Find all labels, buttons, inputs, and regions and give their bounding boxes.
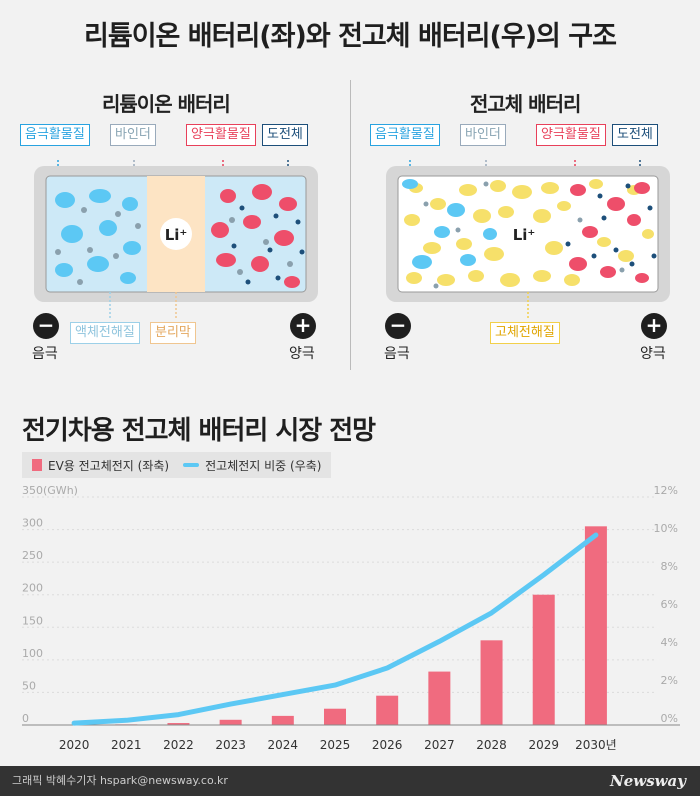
left-tag-separator: 분리막 <box>150 322 196 344</box>
legend-line-swatch <box>183 463 200 467</box>
chart-legend: EV용 전고체전지 (좌축) 전고체전지 비중 (우축) <box>22 452 332 478</box>
bar <box>584 526 607 725</box>
li-ion-label: Li⁺ <box>513 226 536 244</box>
left-tag-anode-material: 음극활물질 <box>20 124 90 146</box>
legend-line-label: 전고체전지 비중 (우축) <box>205 458 322 473</box>
conductor-dots <box>565 183 657 267</box>
negative-terminal-icon: − <box>33 313 59 339</box>
left-tag-binder: 바인더 <box>110 124 156 146</box>
positive-terminal-icon: + <box>290 313 316 339</box>
x-tick-label: 2020 <box>59 738 90 752</box>
binder-dots <box>55 207 293 285</box>
legend-bar-item: EV용 전고체전지 (좌축) <box>32 457 169 474</box>
main-title: 리튬이온 배터리(좌)와 전고체 배터리(우)의 구조 <box>84 21 617 52</box>
bar <box>376 695 399 725</box>
x-tick-label: 2028 <box>476 738 507 752</box>
left-tag-conductor: 도전체 <box>262 124 308 146</box>
cathode-particles <box>211 184 300 288</box>
y-right-tick-label: 0% <box>661 712 678 725</box>
negative-terminal-icon: − <box>385 313 411 339</box>
bar <box>324 708 346 725</box>
y-left-tick-label: 0 <box>22 712 29 725</box>
anode-particles <box>55 189 141 284</box>
legend-line-item: 전고체전지 비중 (우축) <box>183 457 321 474</box>
y-right-tick-label: 12% <box>654 485 678 497</box>
y-left-tick-label: 250 <box>22 549 43 562</box>
footer-credit: 그래픽 박혜수기자 hspark@newsway.co.kr <box>12 774 228 787</box>
x-tick-label: 2025 <box>320 738 351 752</box>
right-tag-anode-material: 음극활물질 <box>370 124 440 146</box>
left-tag-liquid-electrolyte: 액체전해질 <box>70 322 140 344</box>
x-tick-label: 2024 <box>268 738 299 752</box>
y-right-tick-label: 6% <box>661 598 678 611</box>
bar <box>480 640 503 725</box>
left-panel-title: 리튬이온 배터리 <box>102 92 231 116</box>
right-positive-label: 양극 <box>640 346 666 362</box>
legend-bar-swatch <box>32 459 42 471</box>
left-negative-label: 음극 <box>32 346 58 362</box>
right-tag-conductor: 도전체 <box>612 124 658 146</box>
chart-title: 전기차용 전고체 배터리 시장 전망 <box>22 416 376 446</box>
y-left-tick-label: 150 <box>22 614 43 627</box>
panel-divider <box>350 80 351 370</box>
bar <box>428 671 451 725</box>
y-left-tick-label: 100 <box>22 647 43 660</box>
y-left-tick-label: 350(GWh) <box>22 485 78 497</box>
right-panel-title: 전고체 배터리 <box>470 92 581 116</box>
y-right-tick-label: 2% <box>661 674 678 687</box>
bar <box>271 715 294 725</box>
x-tick-label: 2027 <box>424 738 455 752</box>
cathode-particles <box>569 182 650 283</box>
x-tick-label: 2022 <box>163 738 194 752</box>
left-battery-diagram: Li⁺ <box>34 160 318 318</box>
li-ion-circle <box>160 218 192 250</box>
left-positive-label: 양극 <box>289 346 315 362</box>
x-tick-label: 2026 <box>372 738 403 752</box>
positive-terminal-icon: + <box>641 313 667 339</box>
bar <box>167 723 190 725</box>
share-line <box>71 532 599 726</box>
market-chart: 0 50 100 150 200 250 300 350(GWh) 0% 2% 4% 6% 8% 10% 1… <box>22 485 680 752</box>
bar <box>219 719 242 725</box>
left-tag-cathode-material: 양극활물질 <box>186 124 256 146</box>
x-tick-label: 2030년 <box>575 738 617 752</box>
newsway-logo: Newsway <box>610 772 686 790</box>
y-left-tick-label: 300 <box>22 517 43 530</box>
x-tick-label: 2023 <box>215 738 246 752</box>
bar <box>532 594 555 725</box>
footer: 그래픽 박혜수기자 hspark@newsway.co.kr Newsway <box>0 766 700 796</box>
right-battery-diagram: Li⁺ <box>386 160 670 318</box>
right-tag-solid-electrolyte: 고체전해질 <box>490 322 560 344</box>
right-tag-binder: 바인더 <box>460 124 506 146</box>
anode-particles <box>402 179 497 269</box>
li-ion-label: Li⁺ <box>165 226 188 244</box>
y-right-tick-label: 8% <box>661 560 678 573</box>
y-left-tick-label: 50 <box>22 679 36 692</box>
y-left-tick-label: 200 <box>22 582 43 595</box>
x-tick-label: 2021 <box>111 738 142 752</box>
x-tick-label: 2029 <box>528 738 559 752</box>
y-right-tick-label: 10% <box>654 522 678 535</box>
binder-dots <box>423 181 625 289</box>
y-right-tick-label: 4% <box>661 636 678 649</box>
right-tag-cathode-material: 양극활물질 <box>536 124 606 146</box>
li-ion-circle <box>508 218 540 250</box>
right-negative-label: 음극 <box>384 346 410 362</box>
conductor-dots <box>231 205 305 285</box>
legend-bar-label: EV용 전고체전지 (좌축) <box>48 458 170 473</box>
